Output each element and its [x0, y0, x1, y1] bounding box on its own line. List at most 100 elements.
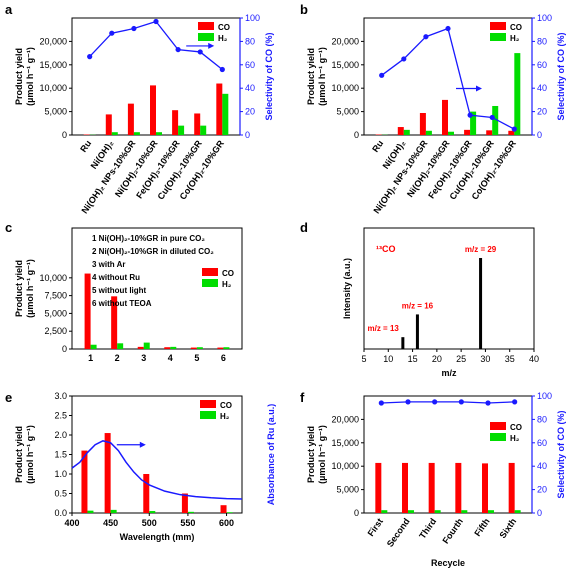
x-axis-label: Recycle — [431, 558, 465, 568]
x-tick-label: 1 — [88, 353, 93, 363]
x-tick-label: 6 — [221, 353, 226, 363]
h2-bar — [178, 125, 185, 135]
legend-label: H₂ — [510, 434, 520, 443]
h2-bar — [133, 132, 140, 135]
h2-bar — [434, 510, 441, 513]
x-tick-label: Sixth — [497, 516, 518, 540]
h2-bar — [514, 53, 521, 135]
right-tick-label: 80 — [245, 36, 255, 46]
panel-d: d 5 10 15 20 25 30 35 40 m/z Intensity (a.u.) ¹³CO m… — [300, 220, 539, 378]
co-bar — [111, 296, 118, 349]
legend-label: CO — [218, 23, 230, 32]
selectivity-point — [401, 56, 407, 62]
right-tick-label: 0 — [537, 130, 542, 140]
arrow-head — [208, 42, 215, 49]
x-tick-label: 25 — [456, 354, 466, 364]
legend-swatch — [490, 22, 506, 30]
y-axis-label-line1: Product yield — [14, 48, 24, 105]
selectivity-line — [381, 401, 515, 404]
y-axis-label-line2: (µmol h⁻¹ g⁻¹) — [317, 47, 327, 106]
plot-frame — [71, 227, 243, 350]
x-tick-label: 20 — [432, 354, 442, 364]
co-bar — [181, 493, 188, 513]
arrow-head — [139, 441, 146, 448]
x-tick-label: Fifth — [472, 516, 491, 538]
co-bar — [194, 113, 201, 135]
co-bar — [143, 474, 150, 513]
left-tick-label: 2.5 — [54, 411, 67, 421]
panel-e: e 400 450 500 550 600 Wavelength (mm) 0.0 0.5 1.0… — [5, 390, 276, 542]
co-bar — [482, 463, 488, 513]
h2-bar — [222, 93, 229, 135]
panel-label: f — [300, 390, 305, 405]
left-tick-label: 0 — [354, 508, 359, 518]
selectivity-point — [378, 400, 384, 406]
left-tick-label: 0 — [354, 130, 359, 140]
x-tick-label: 2 — [115, 353, 120, 363]
left-tick-label: 5,000 — [336, 485, 359, 495]
co-bar — [127, 103, 134, 135]
panel-b: b 0 5,000 10,000 15,000 20,000 0 20 40 60 80 100 Pro… — [300, 2, 566, 215]
left-tick-label: 0.0 — [54, 508, 67, 518]
x-tick-label: First — [366, 516, 385, 538]
x-tick-label: 3 — [141, 353, 146, 363]
h2-bar — [226, 512, 233, 513]
h2-bar — [143, 342, 150, 349]
legend-label: CO — [222, 269, 234, 278]
left-tick-label: 20,000 — [331, 36, 359, 46]
co-bar — [104, 433, 111, 513]
x-tick-label: 5 — [194, 353, 199, 363]
right-tick-label: 20 — [537, 107, 547, 117]
left-tick-label: 10,000 — [39, 273, 67, 283]
selectivity-point — [511, 126, 517, 132]
x-tick-label: 600 — [219, 518, 234, 528]
h2-bar — [425, 130, 432, 135]
co-bar — [190, 347, 197, 349]
x-tick-label: Ru — [78, 138, 93, 154]
h2-bar — [492, 105, 499, 135]
h2-bar — [110, 509, 117, 513]
panel-f: f 0 5,000 10,000 15,000 20,000 0 20 40 60 80 100 Pro… — [300, 390, 566, 568]
co-bar — [150, 85, 156, 135]
x-tick-label: 550 — [180, 518, 195, 528]
legend-label: CO — [510, 423, 522, 432]
legend-swatch — [200, 400, 216, 408]
y-axis-label-line2: (µmol h⁻¹ g⁻¹) — [25, 425, 35, 484]
left-tick-label: 0 — [62, 344, 67, 354]
y-axis-label-line1: Product yield — [306, 426, 316, 483]
h2-bar — [403, 129, 410, 135]
selectivity-point — [467, 112, 473, 118]
condition-note: 2 Ni(OH)₂-10%GR in diluted CO₂ — [92, 247, 214, 256]
left-tick-label: 10,000 — [39, 83, 67, 93]
y-axis-label-line2: (µmol h⁻¹ g⁻¹) — [25, 47, 35, 106]
right-tick-label: 80 — [537, 36, 547, 46]
co-bar — [464, 129, 471, 135]
co-bar — [397, 127, 404, 135]
selectivity-point — [458, 399, 464, 405]
plot-frame — [363, 227, 535, 350]
co-bar — [508, 462, 515, 513]
y-axis-label: Intensity (a.u.) — [342, 258, 352, 319]
h2-bar — [200, 125, 207, 135]
h2-bar — [196, 347, 203, 349]
condition-note: 6 without TEOA — [92, 299, 152, 308]
co-bar — [486, 130, 493, 135]
right-tick-label: 40 — [537, 461, 547, 471]
h2-bar — [87, 510, 94, 513]
left-tick-label: 15,000 — [331, 438, 359, 448]
x-tick-label: 450 — [103, 518, 118, 528]
co-bar — [216, 83, 223, 135]
co-bar — [172, 110, 179, 135]
co-bar — [81, 450, 88, 513]
x-tick-label: 400 — [64, 518, 79, 528]
h2-bar — [90, 344, 97, 349]
condition-note: 1 Ni(OH)₂-10%GR in pure CO₂ — [92, 234, 205, 243]
x-tick-label: 10 — [383, 354, 393, 364]
right-tick-label: 60 — [537, 60, 547, 70]
panel-c: c 0 2,500 5,000 7,500 10,000 Product yield (µmo… — [5, 220, 243, 363]
h2-bar — [149, 511, 156, 513]
legend-label: H₂ — [218, 34, 228, 43]
right-tick-label: 40 — [537, 83, 547, 93]
left-tick-label: 10,000 — [331, 83, 359, 93]
panel-label: d — [300, 220, 308, 235]
